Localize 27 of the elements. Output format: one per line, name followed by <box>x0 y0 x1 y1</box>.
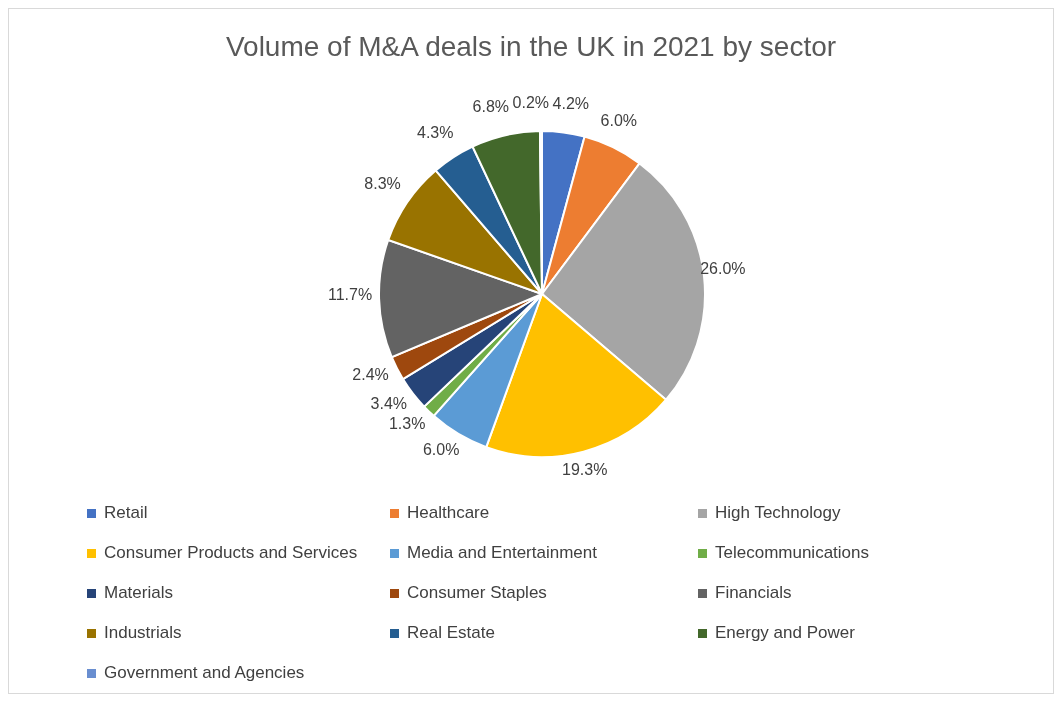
legend-label: Media and Entertainment <box>407 543 597 563</box>
data-label: 4.2% <box>552 95 590 113</box>
data-label: 19.3% <box>562 461 608 479</box>
data-label: 4.3% <box>416 123 454 141</box>
legend-label: Financials <box>715 583 792 603</box>
data-label: 8.3% <box>364 175 401 193</box>
chart-title: Volume of M&A deals in the UK in 2021 by sector <box>224 31 838 63</box>
legend-label: Healthcare <box>407 503 490 523</box>
legend-label: Materials <box>104 583 173 603</box>
legend-label: Telecommunications <box>715 543 870 563</box>
legend-label: Consumer Staples <box>407 583 547 603</box>
data-label: 6.0% <box>422 441 460 459</box>
legend-label: Real Estate <box>407 623 495 643</box>
legend-label: High Technology <box>715 503 841 523</box>
data-label: 0.2% <box>512 93 550 111</box>
data-label: 26.0% <box>700 259 746 277</box>
data-label: 2.4% <box>352 365 389 383</box>
data-label: 1.3% <box>388 415 426 433</box>
legend-label: Energy and Power <box>715 623 855 643</box>
legend-label: Consumer Products and Services <box>104 543 358 563</box>
data-label: 11.7% <box>327 286 373 304</box>
legend-label: Retail <box>104 503 148 523</box>
legend-label: Industrials <box>104 623 182 643</box>
data-label: 6.0% <box>600 112 638 130</box>
data-label: 3.4% <box>370 394 408 412</box>
data-label: 6.8% <box>472 98 510 116</box>
legend-label: Government and Agencies <box>104 663 305 683</box>
